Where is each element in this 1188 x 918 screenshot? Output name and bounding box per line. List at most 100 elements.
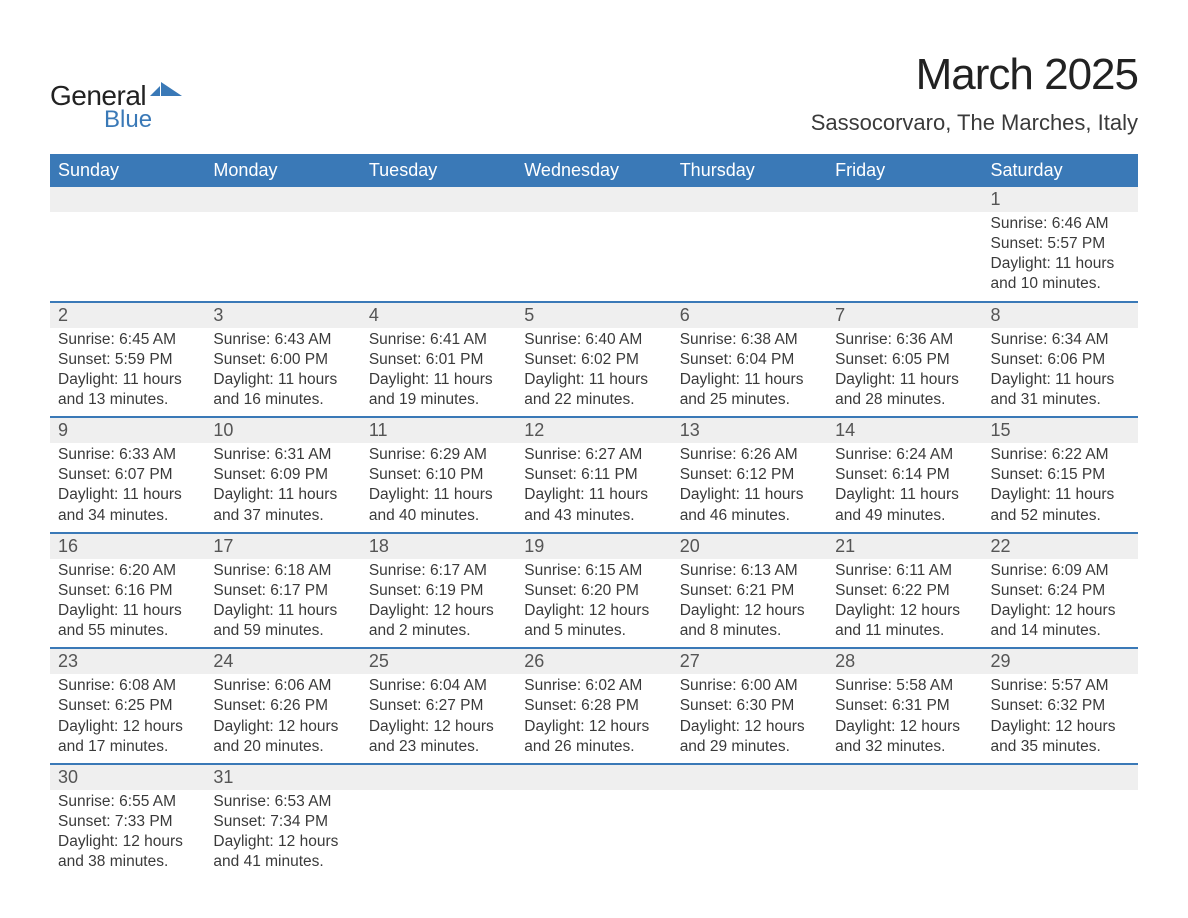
day-content: Sunrise: 6:36 AMSunset: 6:05 PMDaylight:… (827, 328, 982, 417)
day-content (50, 212, 205, 220)
sunrise-line: Sunrise: 6:11 AM (835, 561, 974, 581)
sunset-line: Sunset: 6:21 PM (680, 581, 819, 601)
sunset-line: Sunset: 6:26 PM (213, 696, 352, 716)
day-number: 20 (672, 534, 827, 559)
day-content: Sunrise: 6:20 AMSunset: 6:16 PMDaylight:… (50, 559, 205, 648)
calendar-day-cell: 25Sunrise: 6:04 AMSunset: 6:27 PMDayligh… (361, 648, 516, 764)
day-number: 3 (205, 303, 360, 328)
sunrise-line: Sunrise: 6:13 AM (680, 561, 819, 581)
calendar-empty-cell (827, 187, 982, 302)
calendar-empty-cell (361, 764, 516, 879)
daylight-line: Daylight: 11 hours and 22 minutes. (524, 370, 663, 410)
daylight-line: Daylight: 11 hours and 16 minutes. (213, 370, 352, 410)
day-content: Sunrise: 6:45 AMSunset: 5:59 PMDaylight:… (50, 328, 205, 417)
calendar-day-cell: 13Sunrise: 6:26 AMSunset: 6:12 PMDayligh… (672, 417, 827, 533)
title-block: March 2025 Sassocorvaro, The Marches, It… (811, 50, 1138, 136)
sunset-line: Sunset: 6:19 PM (369, 581, 508, 601)
day-content (205, 212, 360, 220)
sunset-line: Sunset: 5:59 PM (58, 350, 197, 370)
daylight-line: Daylight: 11 hours and 28 minutes. (835, 370, 974, 410)
sunrise-line: Sunrise: 6:43 AM (213, 330, 352, 350)
day-content: Sunrise: 6:00 AMSunset: 6:30 PMDaylight:… (672, 674, 827, 763)
day-content: Sunrise: 6:24 AMSunset: 6:14 PMDaylight:… (827, 443, 982, 532)
day-number: 29 (983, 649, 1138, 674)
day-number: 15 (983, 418, 1138, 443)
sunset-line: Sunset: 6:32 PM (991, 696, 1130, 716)
day-content (361, 790, 516, 798)
day-number: 25 (361, 649, 516, 674)
calendar-day-cell: 7Sunrise: 6:36 AMSunset: 6:05 PMDaylight… (827, 302, 982, 418)
day-content: Sunrise: 6:22 AMSunset: 6:15 PMDaylight:… (983, 443, 1138, 532)
calendar-empty-cell (516, 764, 671, 879)
day-number: 2 (50, 303, 205, 328)
day-number (361, 187, 516, 212)
daylight-line: Daylight: 12 hours and 35 minutes. (991, 717, 1130, 757)
calendar-day-cell: 26Sunrise: 6:02 AMSunset: 6:28 PMDayligh… (516, 648, 671, 764)
sunset-line: Sunset: 6:04 PM (680, 350, 819, 370)
day-content (361, 212, 516, 220)
sunrise-line: Sunrise: 6:06 AM (213, 676, 352, 696)
day-content (672, 790, 827, 798)
calendar-day-cell: 17Sunrise: 6:18 AMSunset: 6:17 PMDayligh… (205, 533, 360, 649)
day-number: 17 (205, 534, 360, 559)
sunset-line: Sunset: 6:30 PM (680, 696, 819, 716)
sunrise-line: Sunrise: 6:17 AM (369, 561, 508, 581)
calendar-empty-cell (827, 764, 982, 879)
day-number (516, 765, 671, 790)
calendar-day-cell: 6Sunrise: 6:38 AMSunset: 6:04 PMDaylight… (672, 302, 827, 418)
sunrise-line: Sunrise: 6:00 AM (680, 676, 819, 696)
weekday-header: Sunday (50, 154, 205, 187)
calendar-day-cell: 3Sunrise: 6:43 AMSunset: 6:00 PMDaylight… (205, 302, 360, 418)
day-content: Sunrise: 6:26 AMSunset: 6:12 PMDaylight:… (672, 443, 827, 532)
sunrise-line: Sunrise: 6:24 AM (835, 445, 974, 465)
weekday-header: Tuesday (361, 154, 516, 187)
day-number (50, 187, 205, 212)
sunrise-line: Sunrise: 6:20 AM (58, 561, 197, 581)
day-number: 12 (516, 418, 671, 443)
logo: General Blue (50, 50, 184, 134)
day-content: Sunrise: 6:43 AMSunset: 6:00 PMDaylight:… (205, 328, 360, 417)
calendar-empty-cell (983, 764, 1138, 879)
calendar-day-cell: 11Sunrise: 6:29 AMSunset: 6:10 PMDayligh… (361, 417, 516, 533)
sunrise-line: Sunrise: 6:45 AM (58, 330, 197, 350)
calendar-week-row: 1Sunrise: 6:46 AMSunset: 5:57 PMDaylight… (50, 187, 1138, 302)
day-number: 23 (50, 649, 205, 674)
sunrise-line: Sunrise: 6:15 AM (524, 561, 663, 581)
calendar-day-cell: 21Sunrise: 6:11 AMSunset: 6:22 PMDayligh… (827, 533, 982, 649)
sunrise-line: Sunrise: 6:41 AM (369, 330, 508, 350)
calendar-day-cell: 10Sunrise: 6:31 AMSunset: 6:09 PMDayligh… (205, 417, 360, 533)
daylight-line: Daylight: 12 hours and 2 minutes. (369, 601, 508, 641)
daylight-line: Daylight: 12 hours and 32 minutes. (835, 717, 974, 757)
day-number: 9 (50, 418, 205, 443)
day-number (827, 765, 982, 790)
day-content: Sunrise: 6:29 AMSunset: 6:10 PMDaylight:… (361, 443, 516, 532)
day-number: 16 (50, 534, 205, 559)
sunset-line: Sunset: 6:24 PM (991, 581, 1130, 601)
sunset-line: Sunset: 6:01 PM (369, 350, 508, 370)
day-number: 7 (827, 303, 982, 328)
sunset-line: Sunset: 6:05 PM (835, 350, 974, 370)
sunset-line: Sunset: 6:22 PM (835, 581, 974, 601)
sunset-line: Sunset: 6:02 PM (524, 350, 663, 370)
calendar-day-cell: 1Sunrise: 6:46 AMSunset: 5:57 PMDaylight… (983, 187, 1138, 302)
calendar-week-row: 9Sunrise: 6:33 AMSunset: 6:07 PMDaylight… (50, 417, 1138, 533)
calendar-empty-cell (50, 187, 205, 302)
day-content: Sunrise: 6:27 AMSunset: 6:11 PMDaylight:… (516, 443, 671, 532)
day-number: 30 (50, 765, 205, 790)
day-content: Sunrise: 6:08 AMSunset: 6:25 PMDaylight:… (50, 674, 205, 763)
logo-word-blue: Blue (104, 106, 184, 134)
sunrise-line: Sunrise: 6:22 AM (991, 445, 1130, 465)
calendar-empty-cell (672, 187, 827, 302)
sunrise-line: Sunrise: 6:26 AM (680, 445, 819, 465)
calendar-empty-cell (672, 764, 827, 879)
day-content (672, 212, 827, 220)
day-content: Sunrise: 6:13 AMSunset: 6:21 PMDaylight:… (672, 559, 827, 648)
sunrise-line: Sunrise: 6:33 AM (58, 445, 197, 465)
day-number (361, 765, 516, 790)
sunrise-line: Sunrise: 6:38 AM (680, 330, 819, 350)
day-number: 28 (827, 649, 982, 674)
day-number: 18 (361, 534, 516, 559)
day-content: Sunrise: 6:33 AMSunset: 6:07 PMDaylight:… (50, 443, 205, 532)
day-number: 11 (361, 418, 516, 443)
logo-flag-icon (150, 82, 184, 104)
